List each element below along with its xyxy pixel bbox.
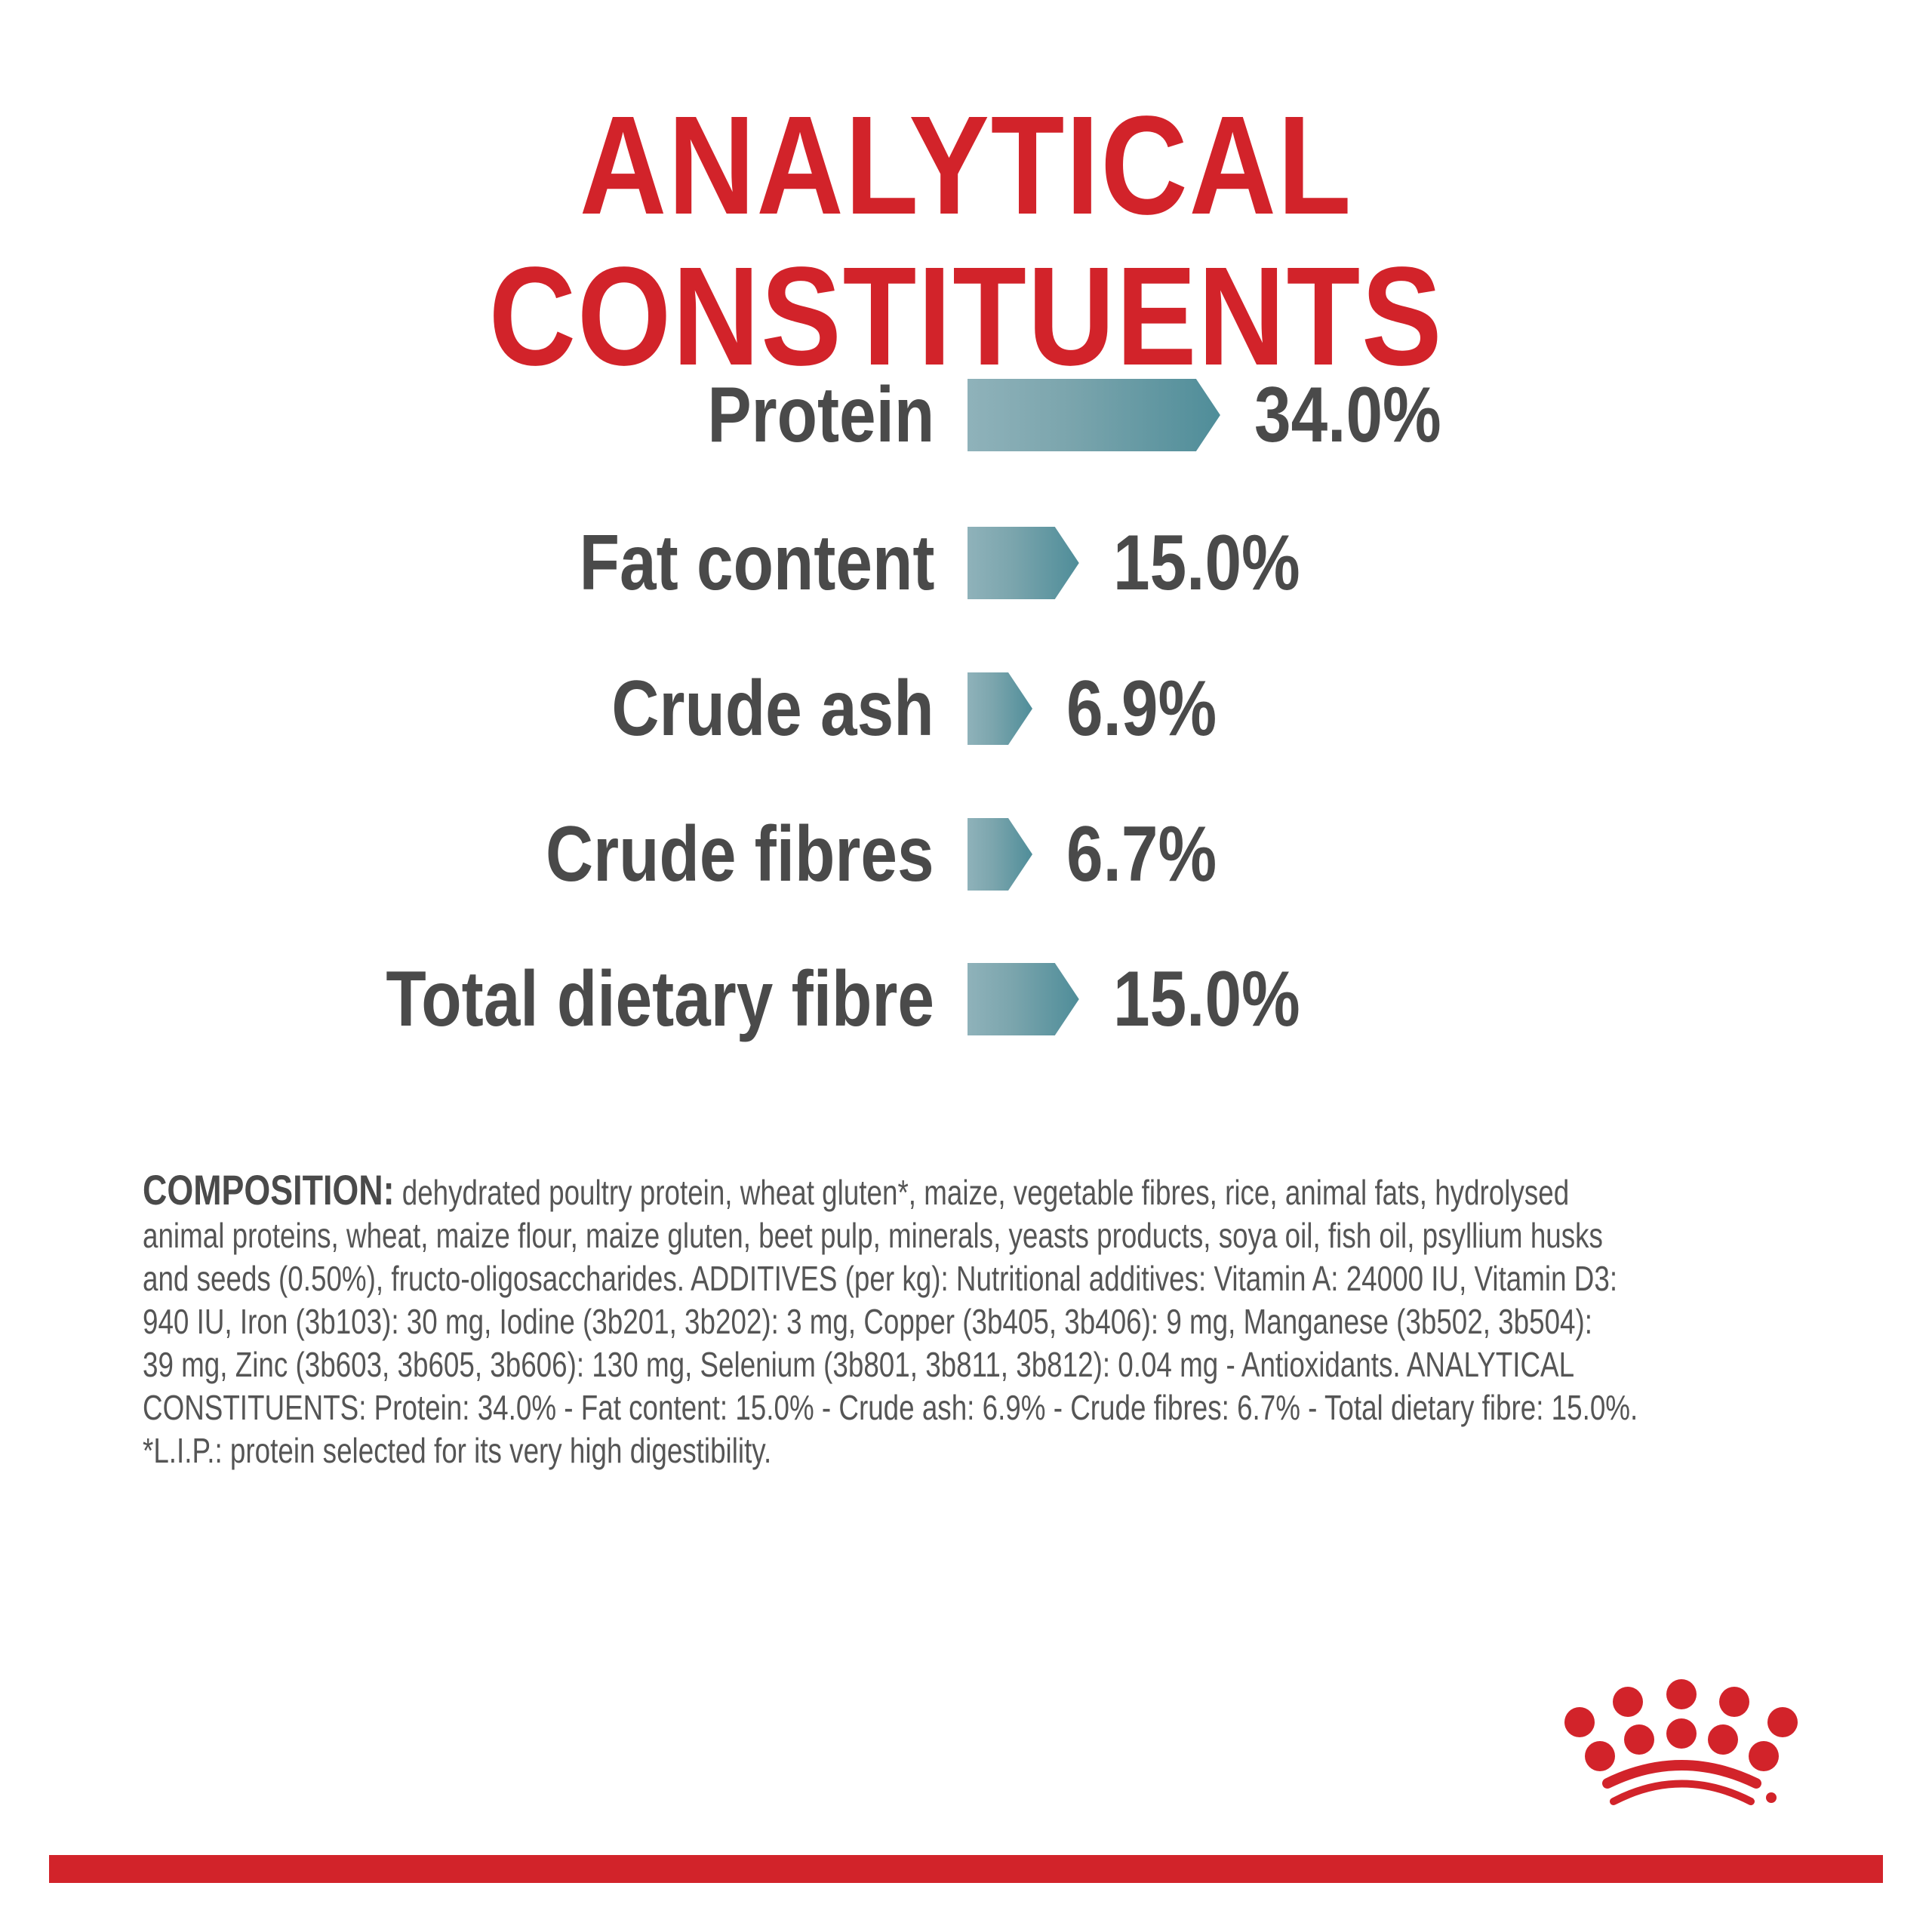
constituent-label: Total dietary fibre xyxy=(386,955,934,1043)
title-text: ANALYTICAL CONSTITUENTS xyxy=(488,88,1444,395)
constituent-bar xyxy=(968,379,1220,451)
page-title: ANALYTICAL CONSTITUENTS xyxy=(0,91,1932,392)
composition-line: and seeds (0.50%), fructo-oligosaccharid… xyxy=(143,1259,1618,1298)
constituent-row: Crude fibres 6.7% xyxy=(0,809,1932,900)
constituent-bar xyxy=(968,963,1079,1035)
constituent-bar xyxy=(968,527,1079,599)
constituent-label: Crude fibres xyxy=(546,811,934,898)
composition-line: 39 mg, Zinc (3b603, 3b605, 3b606): 130 m… xyxy=(143,1345,1575,1384)
composition-line-text: dehydrated poultry protein, wheat gluten… xyxy=(401,1173,1570,1212)
composition-heading: COMPOSITION: xyxy=(143,1166,395,1214)
composition-line: 940 IU, Iron (3b103): 30 mg, Iodine (3b2… xyxy=(143,1302,1592,1341)
footer-red-bar xyxy=(49,1855,1883,1883)
constituent-value: 34.0% xyxy=(1254,371,1441,459)
constituent-row: Crude ash 6.9% xyxy=(0,663,1932,754)
constituent-row: Total dietary fibre 15.0% xyxy=(0,954,1932,1044)
constituent-value: 15.0% xyxy=(1112,955,1300,1043)
constituent-row: Fat content 15.0% xyxy=(0,518,1932,608)
constituent-label: Crude ash xyxy=(611,665,934,752)
constituent-label: Fat content xyxy=(579,519,934,607)
constituent-row: Protein 34.0% xyxy=(0,370,1932,460)
constituent-value: 6.9% xyxy=(1066,665,1217,752)
constituent-value: 15.0% xyxy=(1112,519,1300,607)
composition-line: COMPOSITION: dehydrated poultry protein,… xyxy=(143,1168,1797,1214)
composition-line: animal proteins, wheat, maize flour, mai… xyxy=(143,1216,1603,1255)
composition-line: *L.I.P.: protein selected for its very h… xyxy=(143,1431,772,1470)
composition-line: CONSTITUENTS: Protein: 34.0% - Fat conte… xyxy=(143,1388,1638,1427)
constituent-label: Protein xyxy=(707,371,934,459)
constituent-value: 6.7% xyxy=(1066,811,1217,898)
composition-text: COMPOSITION: dehydrated poultry protein,… xyxy=(143,1168,1797,1472)
